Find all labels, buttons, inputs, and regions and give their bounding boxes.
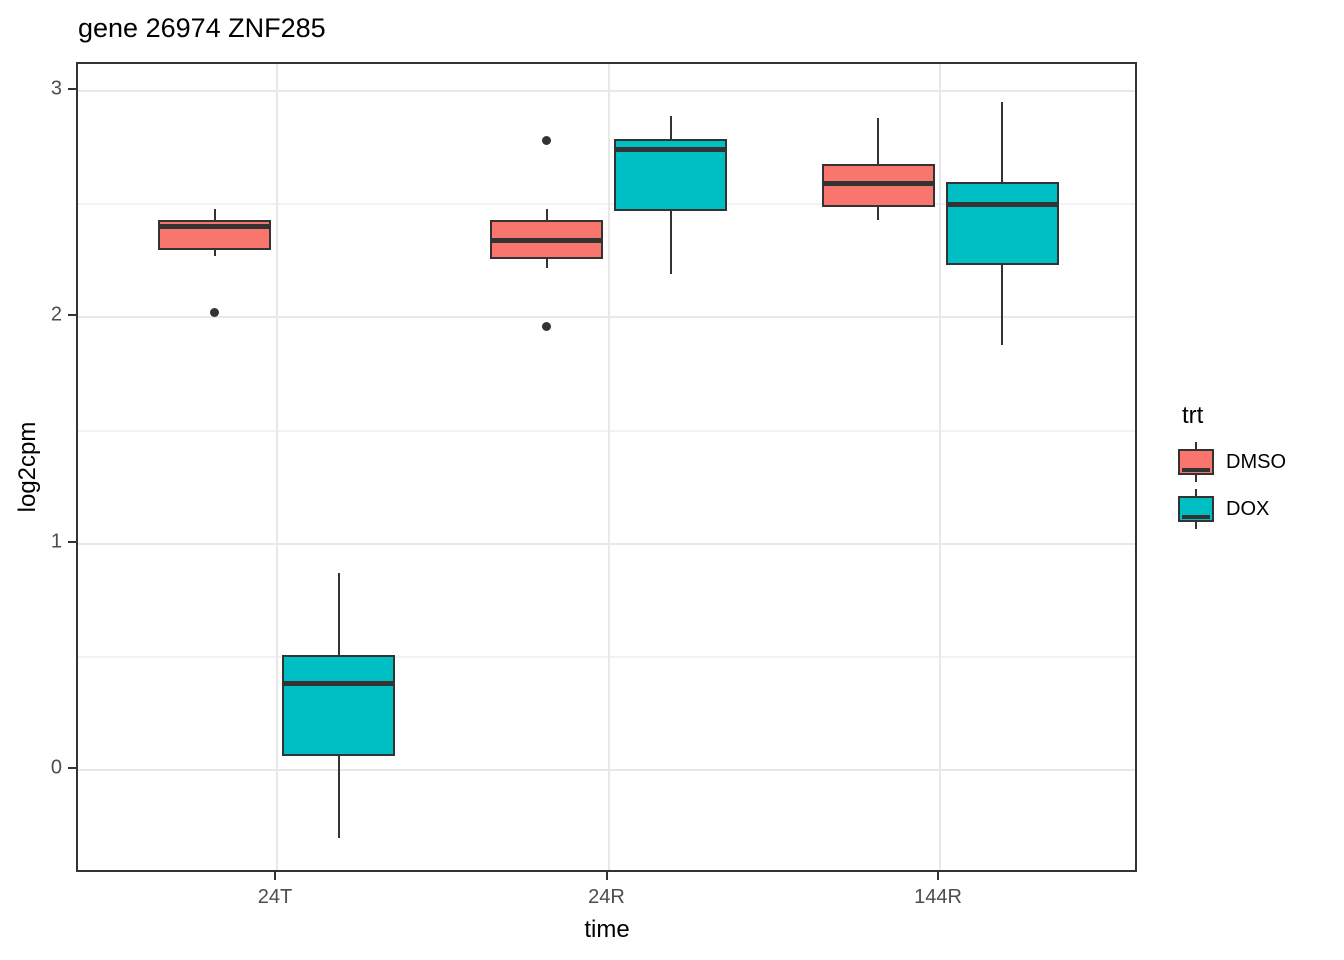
gridline-minor (78, 655, 1135, 658)
boxplot-box-DOX-24T (282, 654, 396, 757)
y-tick-label: 3 (50, 77, 62, 100)
boxplot-key-glyph (1178, 442, 1214, 482)
boxplot-median-DOX-144R (947, 201, 1057, 207)
gridline-minor (78, 429, 1135, 432)
y-axis-tick (68, 88, 76, 91)
gridline-major-x (607, 64, 610, 870)
legend-label: DMSO (1226, 450, 1286, 473)
x-axis-title: time (584, 916, 630, 943)
outlier-point-DMSO-24R (542, 136, 551, 146)
x-tick-label: 144R (914, 886, 962, 908)
boxplot-box-DOX-144R (945, 181, 1059, 266)
x-axis-tick (273, 872, 276, 880)
plot-panel (76, 62, 1137, 872)
gridline-major-x (275, 64, 278, 870)
y-tick-label: 0 (50, 756, 62, 779)
legend-label: DOX (1226, 497, 1270, 520)
glyph-box (1178, 496, 1214, 522)
boxplot-median-DMSO-24R (492, 237, 601, 243)
x-axis-tick (605, 872, 608, 880)
legend-item-dox: DOX (1178, 489, 1286, 529)
gridline-major (78, 90, 1135, 93)
x-tick-label: 24T (257, 886, 293, 908)
boxplot-median-DOX-24T (284, 681, 394, 687)
y-tick-label: 2 (50, 303, 62, 326)
gridline-major-x (939, 64, 942, 870)
gridline-major (78, 316, 1135, 319)
glyph-median (1182, 468, 1210, 472)
glyph-median (1182, 515, 1210, 519)
gridline-major (78, 768, 1135, 771)
y-axis-tick (68, 766, 76, 769)
y-axis-tick (68, 314, 76, 317)
boxplot-median-DMSO-144R (823, 181, 933, 187)
chart-title: gene 26974 ZNF285 (78, 13, 326, 43)
x-tick-label: 24R (588, 886, 625, 908)
gridline-major (78, 542, 1135, 545)
legend-title: trt (1182, 402, 1204, 429)
gridline-minor (78, 203, 1135, 206)
glyph-box (1178, 449, 1214, 475)
boxplot-key-glyph (1178, 489, 1214, 529)
boxplot-median-DMSO-24T (160, 224, 270, 230)
y-axis-title: log2cpm (14, 421, 41, 513)
legend: trt DMSO DOX (1178, 402, 1286, 536)
x-axis-tick (937, 872, 940, 880)
boxplot-median-DOX-24R (616, 147, 725, 153)
y-tick-label: 1 (50, 530, 62, 553)
outlier-point-DMSO-24T (210, 308, 220, 318)
outlier-point-DMSO-24R (542, 321, 551, 331)
legend-item-dmso: DMSO (1178, 442, 1286, 482)
y-axis-tick (68, 540, 76, 543)
